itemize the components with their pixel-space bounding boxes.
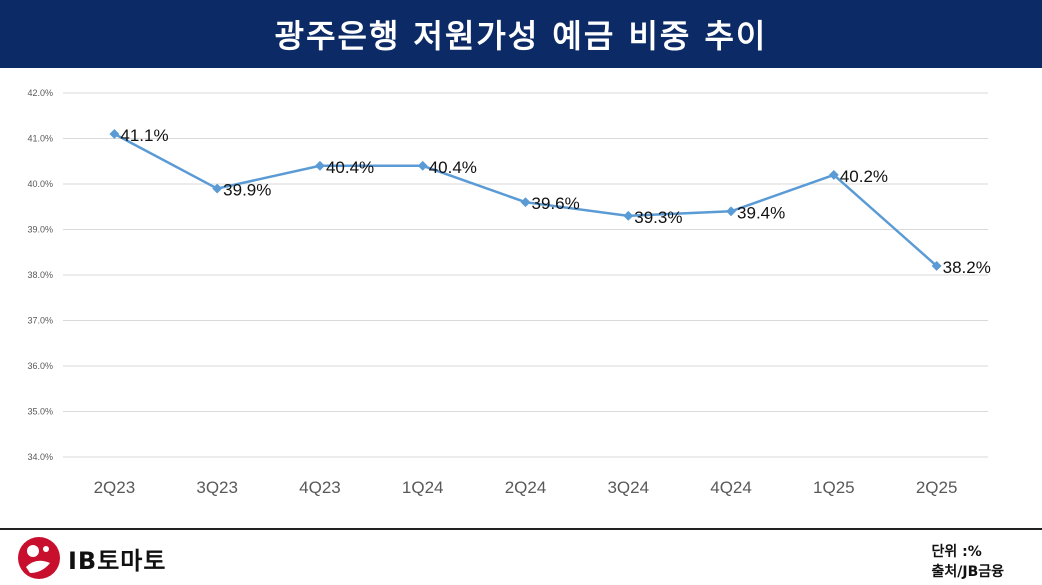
y-tick-label: 37.0% <box>27 316 53 326</box>
y-tick-label: 38.0% <box>27 270 53 280</box>
x-tick-label: 3Q24 <box>607 478 649 497</box>
data-point <box>726 206 737 217</box>
data-point <box>109 129 120 139</box>
data-point <box>931 260 942 271</box>
chart-title: 광주은행 저원가성 예금 비중 추이 <box>274 17 768 55</box>
data-label: 39.6% <box>532 194 580 213</box>
data-point <box>828 169 839 180</box>
data-label: 39.9% <box>223 181 271 200</box>
data-point <box>417 160 428 171</box>
chart-area: 34.0% 35.0% 36.0% 37.0% 38.0% 39.0% 40.0% 41.0%… <box>0 68 1042 528</box>
y-axis-ticks: 34.0% 35.0% 36.0% 37.0% 38.0% 39.0% 40.0% 41.0%… <box>27 88 53 462</box>
data-point <box>623 210 634 221</box>
data-point <box>314 160 325 171</box>
line-chart: 34.0% 35.0% 36.0% 37.0% 38.0% 39.0% 40.0% 41.0%… <box>27 88 990 497</box>
data-label: 41.1% <box>120 126 168 145</box>
footnote: 단위 :% 출처/JB금융 <box>931 542 1004 582</box>
x-tick-label: 1Q25 <box>813 478 855 497</box>
x-tick-label: 1Q24 <box>402 478 444 497</box>
y-tick-label: 41.0% <box>27 134 53 144</box>
data-points <box>109 129 942 271</box>
y-tick-label: 40.0% <box>27 179 53 189</box>
x-tick-label: 4Q24 <box>710 478 752 497</box>
y-tick-label: 36.0% <box>27 361 53 371</box>
data-point <box>212 183 223 194</box>
logo-emblem-icon <box>18 537 60 579</box>
x-tick-label: 2Q23 <box>94 478 136 497</box>
x-tick-label: 2Q25 <box>916 478 958 497</box>
x-tick-label: 4Q23 <box>299 478 341 497</box>
data-label: 39.3% <box>634 208 682 227</box>
x-axis-ticks: 2Q23 3Q23 4Q23 1Q24 2Q24 3Q24 4Q24 1Q25 2Q25 <box>94 478 958 497</box>
gridlines <box>63 92 988 458</box>
x-tick-label: 3Q23 <box>196 478 238 497</box>
data-label: 40.4% <box>429 158 477 177</box>
title-banner: 광주은행 저원가성 예금 비중 추이 <box>0 0 1042 68</box>
data-labels: 41.1% 39.9% 40.4% 40.4% 39.6% 39.3% 39.4% 40.2%… <box>120 126 990 277</box>
data-label: 40.2% <box>840 167 888 186</box>
y-tick-label: 39.0% <box>27 225 53 235</box>
y-tick-label: 42.0% <box>27 88 53 98</box>
data-label: 38.2% <box>943 258 991 277</box>
unit-note: 단위 :% <box>931 544 982 560</box>
data-point <box>520 197 531 208</box>
y-tick-label: 34.0% <box>27 452 53 462</box>
y-tick-label: 35.0% <box>27 407 53 417</box>
logo-text: IB토마토 <box>68 546 167 575</box>
x-tick-label: 2Q24 <box>505 478 547 497</box>
source-note: 출처/JB금융 <box>931 564 1004 580</box>
ibtomato-logo: IB토마토 <box>16 535 166 581</box>
data-label: 40.4% <box>326 158 374 177</box>
data-label: 39.4% <box>737 203 785 222</box>
footer-divider <box>0 528 1042 530</box>
